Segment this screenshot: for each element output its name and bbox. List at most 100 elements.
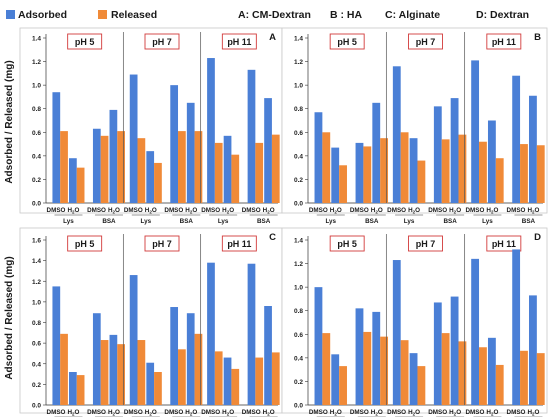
- bar-released: [231, 368, 240, 405]
- bar-released: [400, 132, 409, 203]
- sub-label-dmso: DMSO: [242, 409, 261, 416]
- y-tick-label: 0.8: [32, 106, 41, 113]
- bar-adsorbed: [529, 295, 537, 405]
- bar-released: [194, 333, 203, 405]
- ph-label: pH 11: [492, 37, 516, 47]
- ph-label-box: [144, 33, 180, 50]
- legend-adsorbed-label: Adsorbed: [18, 9, 67, 21]
- y-tick-label: 1.2: [32, 59, 41, 66]
- ph-label: pH 11: [227, 239, 251, 249]
- sub-label-dmso: DMSO: [387, 207, 406, 214]
- protein-label: BSA: [443, 218, 457, 225]
- bar-released: [520, 350, 528, 405]
- bar-released: [194, 131, 203, 203]
- bar-adsorbed: [512, 249, 521, 405]
- y-tick-label: 0.8: [294, 308, 303, 315]
- sub-label-dmso: DMSO: [350, 409, 369, 416]
- bar-adsorbed: [355, 308, 364, 405]
- bar-released: [479, 347, 487, 405]
- sub-label-h2o: H2O: [222, 409, 234, 417]
- sub-label-dmso: DMSO: [201, 207, 220, 214]
- bar-released: [76, 167, 85, 203]
- panel-key-c: C: Alginate: [385, 9, 440, 21]
- bar-released: [214, 351, 223, 405]
- chart-panel-d: 0.00.20.40.60.81.01.21.4pH 5DMSOH2OLysDM…: [281, 227, 548, 417]
- bar-adsorbed: [247, 69, 256, 203]
- ph-label: pH 7: [152, 239, 172, 249]
- y-tick-label: 1.6: [32, 238, 41, 245]
- ph-label: pH 7: [416, 239, 436, 249]
- panel-letter: C: [269, 232, 276, 243]
- sub-label-dmso: DMSO: [466, 207, 485, 214]
- sub-label-h2o: H2O: [330, 409, 342, 417]
- bar-adsorbed: [487, 337, 496, 405]
- bar-adsorbed: [372, 102, 381, 203]
- ph-label: pH 11: [492, 239, 516, 249]
- ph-label-box: [329, 33, 365, 50]
- bar-adsorbed: [186, 313, 195, 405]
- bar-adsorbed: [223, 357, 232, 405]
- y-tick-label: 0.0: [32, 403, 41, 410]
- bar-released: [137, 138, 146, 203]
- bar-adsorbed: [146, 151, 155, 203]
- protein-label: BSA: [257, 218, 271, 225]
- y-tick-label: 1.2: [32, 279, 41, 286]
- bar-adsorbed: [433, 106, 442, 203]
- bar-released: [100, 340, 109, 405]
- sub-label-dmso: DMSO: [164, 409, 183, 416]
- ph-label-box: [486, 235, 522, 252]
- bar-released: [60, 333, 68, 405]
- protein-label: Lys: [325, 218, 336, 225]
- bar-adsorbed: [109, 109, 118, 203]
- bar-released: [100, 135, 109, 203]
- sub-label-h2o: H2O: [145, 409, 157, 417]
- ph-label: pH 5: [75, 37, 95, 47]
- y-tick-label: 1.4: [294, 238, 303, 245]
- panel-key-d: D: Dextran: [476, 9, 529, 21]
- sub-label-dmso: DMSO: [507, 207, 526, 214]
- ph-label-box: [67, 235, 103, 252]
- bar-adsorbed: [331, 354, 340, 405]
- y-axis-label-top: Adsorbed / Released (mg): [4, 60, 15, 183]
- sub-label-dmso: DMSO: [124, 207, 143, 214]
- bar-adsorbed: [433, 302, 442, 405]
- sub-label-h2o: H2O: [67, 409, 79, 417]
- ph-label: pH 5: [337, 37, 357, 47]
- bar-adsorbed: [392, 260, 401, 405]
- protein-label: Lys: [140, 218, 151, 225]
- bar-adsorbed: [146, 362, 155, 405]
- protein-label: BSA: [180, 218, 194, 225]
- bar-adsorbed: [314, 112, 323, 203]
- sub-label-h2o: H2O: [449, 409, 461, 417]
- ph-label: pH 5: [75, 239, 95, 249]
- bar-released: [178, 131, 186, 203]
- bar-adsorbed: [314, 287, 323, 405]
- bar-adsorbed: [512, 75, 521, 203]
- sub-label-h2o: H2O: [330, 207, 342, 215]
- bar-released: [255, 357, 264, 405]
- sub-label-h2o: H2O: [371, 207, 383, 215]
- sub-label-h2o: H2O: [486, 207, 498, 215]
- y-tick-label: 0.2: [32, 382, 41, 389]
- y-tick-label: 0.4: [294, 153, 303, 160]
- y-tick-label: 1.0: [32, 299, 41, 306]
- bar-adsorbed: [450, 98, 459, 203]
- legend-released-label: Released: [111, 9, 157, 21]
- sub-label-dmso: DMSO: [428, 207, 447, 214]
- sub-label-dmso: DMSO: [466, 409, 485, 416]
- ph-label: pH 11: [227, 37, 251, 47]
- sub-label-h2o: H2O: [263, 207, 275, 215]
- sub-label-dmso: DMSO: [309, 207, 328, 214]
- ph-label-box: [67, 33, 103, 50]
- bar-released: [536, 145, 545, 203]
- bar-adsorbed: [170, 85, 179, 203]
- bar-adsorbed: [372, 311, 381, 405]
- ph-label-box: [221, 33, 257, 50]
- panel-key: A: CM-Dextran B : HA C: Alginate D: Dext…: [238, 9, 529, 21]
- sub-label-h2o: H2O: [527, 409, 539, 417]
- bar-adsorbed: [409, 353, 418, 405]
- bar-adsorbed: [331, 147, 340, 203]
- bar-released: [458, 341, 467, 405]
